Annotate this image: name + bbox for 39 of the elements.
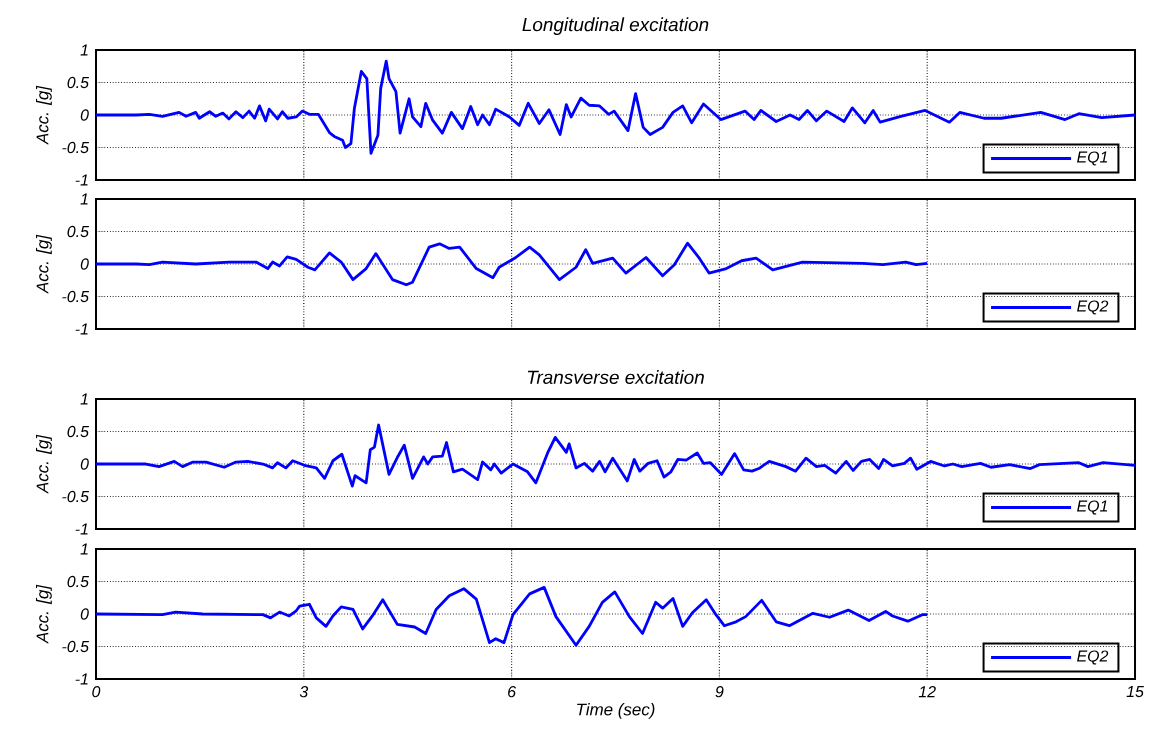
text: EQ2 [1077,650,1109,665]
x-tick-label: 9 [715,686,724,698]
x-tick-label: 0 [92,686,101,698]
y-axis-title: Acc. [g] [36,434,52,494]
y-tick-label: -0.5 [62,490,89,503]
line-series [96,241,929,287]
chart-title: Longitudinal excitation [522,17,709,36]
text: EQ2 [1077,300,1109,315]
y-tick-label: 0 [80,109,89,121]
text: EQ1 [1077,151,1108,166]
x-tick-label: 6 [508,686,517,698]
line-series [96,585,929,647]
y-tick-label: -0.5 [62,290,89,303]
y-tick-label: -1 [75,523,88,535]
y-tick-label: 0 [80,458,89,470]
y-tick-label: 0.5 [67,425,89,438]
y-tick-label: 0 [80,608,89,620]
x-axis-title: Time (sec) [577,703,655,719]
y-tick-label: 1 [80,44,88,56]
chart-title: Transverse excitation [527,370,704,385]
x-tick-label: 15 [1126,686,1144,698]
y-tick-label: -1 [75,673,88,685]
y-tick-label: 1 [80,193,88,205]
y-axis-title: Acc. [g] [36,85,52,145]
y-axis-title: Acc. [g] [36,234,52,294]
x-tick-label: 3 [299,686,309,698]
y-tick-label: -0.5 [62,141,89,154]
y-tick-label: 0.5 [67,76,89,89]
y-tick-label: -1 [75,323,88,335]
y-tick-label: 0.5 [67,575,89,588]
x-tick-label: 12 [918,686,936,698]
y-tick-label: 0 [80,258,89,270]
y-tick-label: 1 [80,543,88,555]
y-tick-label: 1 [80,393,88,405]
y-tick-label: -1 [75,174,88,186]
y-axis-title: Acc. [g] [36,584,52,644]
y-tick-label: 0.5 [67,225,89,238]
text: EQ1 [1077,500,1108,515]
y-tick-label: -0.5 [62,640,89,653]
